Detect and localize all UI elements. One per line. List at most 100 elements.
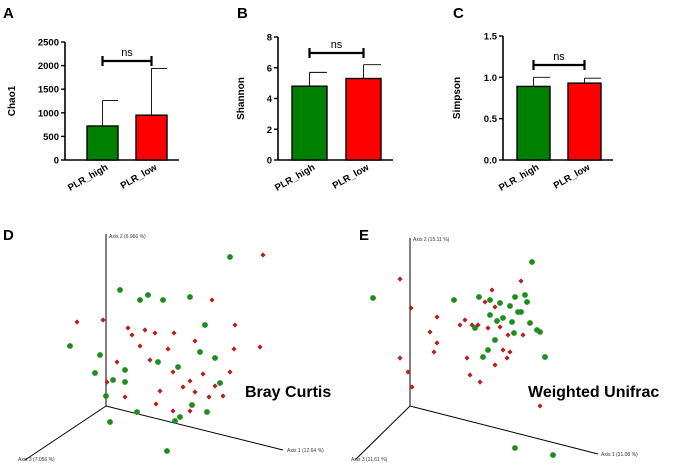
point-red (170, 369, 176, 375)
point-green (189, 402, 195, 408)
point-green (160, 297, 166, 303)
point-red (152, 330, 158, 336)
point-green (137, 297, 143, 303)
point-red (405, 369, 411, 375)
point-green (537, 329, 543, 335)
point-red (492, 362, 498, 368)
category-label: PLR_low (331, 162, 372, 192)
point-green (172, 418, 178, 424)
point-red (125, 325, 131, 331)
y-tick-label: 4 (267, 94, 273, 105)
y-axis-label: Chao1 (7, 85, 18, 116)
y-tick-label: 2500 (38, 38, 59, 49)
point-red (520, 332, 526, 338)
point-green (487, 297, 493, 303)
point-green (227, 254, 233, 260)
point-red (467, 372, 473, 378)
point-green (187, 294, 193, 300)
point-red (187, 408, 193, 414)
point-green (529, 259, 535, 265)
y-tick-label: 6 (267, 63, 272, 74)
y-tick-label: 1000 (38, 108, 59, 119)
y-tick-label: 1500 (38, 85, 59, 96)
point-red (260, 252, 266, 258)
point-red (187, 378, 193, 384)
point-red (500, 347, 506, 353)
point-green (507, 303, 513, 309)
point-green (145, 292, 151, 298)
panel-c: C 0.0 0.5 1.0 1.5 Simpson PLR_high PLR_low ns (452, 5, 613, 194)
point-red (492, 304, 498, 310)
point-green (155, 359, 161, 365)
point-green (492, 337, 498, 343)
y-tick-label: 0.5 (484, 114, 498, 125)
y-tick-label: 0 (267, 156, 272, 167)
point-red (100, 317, 106, 323)
point-red (504, 355, 510, 361)
point-red (397, 355, 403, 361)
point-red (170, 408, 176, 414)
point-green (509, 319, 515, 325)
point-green (202, 322, 208, 328)
y-tick-label: 2 (267, 125, 272, 136)
category-label: PLR_high (66, 162, 110, 194)
point-green (117, 287, 123, 293)
y-tick-label: 0.0 (484, 156, 497, 167)
point-green (518, 309, 524, 315)
point-red (129, 332, 135, 338)
point-red (409, 384, 415, 390)
y-tick-label: 2000 (38, 61, 59, 72)
axis-2-label: Axis 2 (15.11 %) (413, 237, 450, 243)
bar-plr-low (135, 114, 168, 161)
point-green (197, 349, 203, 355)
category-label: PLR_low (552, 162, 593, 192)
bar-plr-high (86, 125, 119, 161)
point-red (153, 401, 159, 407)
point-green (164, 448, 170, 454)
point-red (104, 379, 110, 385)
point-green (497, 300, 503, 306)
point-green (177, 414, 183, 420)
point-green (476, 294, 482, 300)
panel-letter: A (3, 5, 14, 22)
bar-plr-low (567, 82, 602, 161)
panel-letter: C (453, 5, 464, 22)
axis-2-label: Axis 2 (6.966 %) (109, 234, 146, 240)
point-green (122, 379, 128, 385)
axis-3-label: Axis 3 (7.056 %) (18, 457, 55, 463)
point-red (257, 344, 263, 350)
point-red (427, 329, 433, 335)
y-tick-label: 1.0 (484, 73, 497, 84)
axis-1-line (409, 405, 599, 455)
panel-d: D Axis 2 (6.966 %) Axis 1 (12.64 %) Axis 3 … (3, 227, 331, 463)
point-red (397, 276, 403, 282)
axis-1-label: Axis 1 (12.64 %) (287, 448, 324, 454)
point-red (518, 278, 524, 284)
point-red (206, 394, 212, 400)
point-green (212, 355, 218, 361)
point-green (527, 320, 533, 326)
point-red (485, 325, 491, 331)
point-green (451, 297, 457, 303)
point-red (220, 393, 226, 399)
panel-a: A 0 500 1000 1500 2000 2500 Chao1 PLR_high PLR_lo… (3, 5, 179, 194)
ns-label: ns (553, 51, 565, 63)
point-red (200, 371, 206, 377)
axis-3-line (354, 405, 411, 461)
point-red (482, 299, 488, 305)
point-green (511, 330, 517, 336)
point-green (522, 292, 528, 298)
bar-plr-high (291, 85, 328, 161)
point-red (192, 389, 198, 395)
point-green (122, 367, 128, 373)
point-red (505, 332, 511, 338)
point-green (370, 295, 376, 301)
panel-letter: D (3, 227, 14, 244)
ns-label: ns (121, 47, 133, 59)
ns-label: ns (331, 39, 343, 51)
axis-3-line (24, 405, 107, 461)
point-green (204, 409, 210, 415)
point-green (494, 318, 500, 324)
panel-b: B 0 2 4 6 8 Shannon PLR_high PLR_low ns (236, 5, 393, 194)
